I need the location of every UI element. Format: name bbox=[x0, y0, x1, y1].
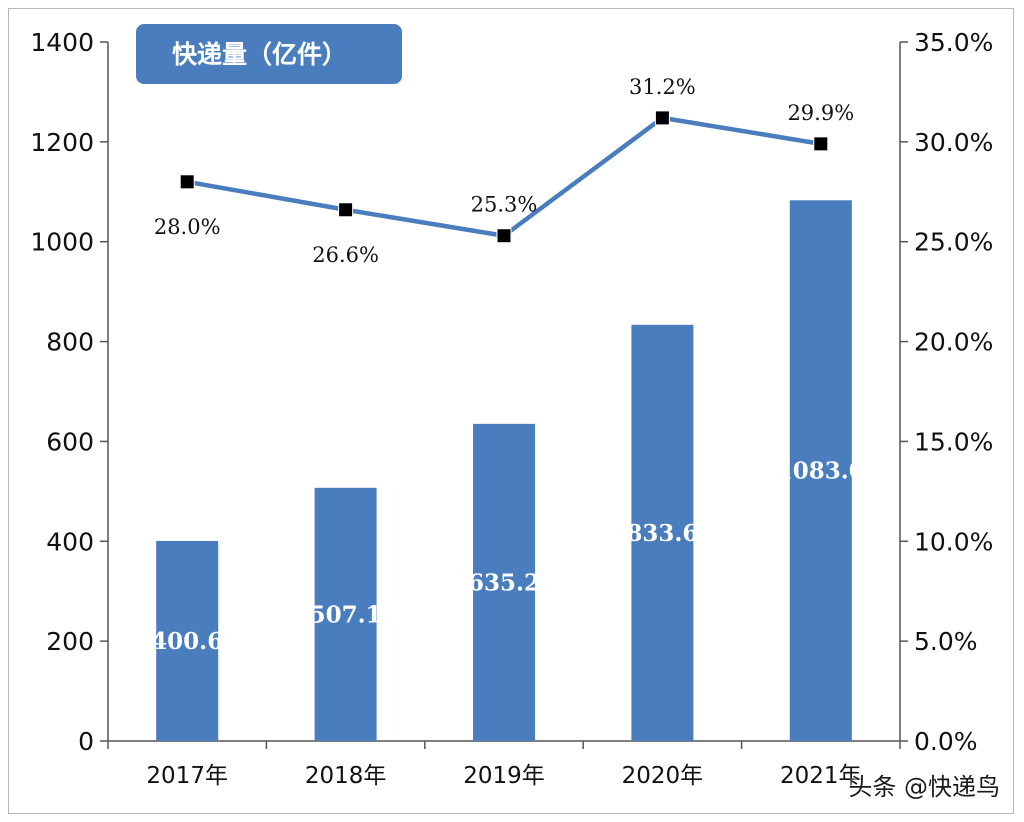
bar bbox=[631, 324, 694, 741]
x-tick-label: 2021年 bbox=[780, 763, 862, 789]
y-left-tick-label: 1000 bbox=[30, 228, 94, 257]
line-series bbox=[179, 110, 829, 244]
bar-value-label: 507.1 bbox=[310, 601, 382, 628]
x-tick-label: 2019年 bbox=[463, 763, 545, 789]
line-point bbox=[496, 228, 512, 244]
y-left-tick-label: 600 bbox=[46, 427, 94, 456]
line-point bbox=[338, 202, 354, 218]
line-value-label: 31.2% bbox=[629, 75, 696, 99]
y-left-tick-label: 400 bbox=[46, 527, 94, 556]
line-value-label: 29.9% bbox=[787, 101, 854, 125]
y-right-tick-label: 0.0% bbox=[914, 727, 978, 756]
y-left-tick-label: 1400 bbox=[30, 28, 94, 57]
legend-box bbox=[136, 24, 402, 84]
y-right-tick-label: 25.0% bbox=[914, 228, 993, 257]
y-right-tick-label: 35.0% bbox=[914, 28, 993, 57]
bar bbox=[314, 487, 377, 741]
watermark: 头条 @快递鸟 bbox=[848, 773, 1000, 801]
bar-value-label: 400.6 bbox=[151, 628, 223, 655]
y-left-tick-label: 0 bbox=[78, 727, 94, 756]
y-left-tick-label: 800 bbox=[46, 328, 94, 357]
bar-value-label: 1083.0 bbox=[777, 458, 865, 485]
y-left-tick-label: 1200 bbox=[30, 128, 94, 157]
bar-value-label: 635.2 bbox=[468, 569, 540, 596]
line-value-label: 26.6% bbox=[312, 243, 379, 267]
bar bbox=[473, 423, 535, 741]
series-line bbox=[186, 115, 822, 238]
line-point bbox=[179, 174, 195, 190]
bar-value-label: 833.6 bbox=[626, 520, 698, 547]
x-tick-label: 2018年 bbox=[305, 763, 387, 789]
axes: 0 200 400 600 800 1000 1200 1400 0.0% 5.0% 10.0% 15… bbox=[30, 28, 993, 789]
y-right-tick-label: 15.0% bbox=[914, 427, 993, 456]
y-right-tick-label: 20.0% bbox=[914, 328, 993, 357]
y-left-tick-label: 200 bbox=[46, 627, 94, 656]
x-tick-label: 2017年 bbox=[146, 763, 228, 789]
legend-label: 快递量（亿件） bbox=[172, 40, 347, 69]
bar bbox=[789, 200, 852, 742]
data-labels: 400.6 507.1 635.2 833.6 1083.0 28.0% 26.6% 25.3… bbox=[151, 75, 865, 655]
bar bbox=[156, 540, 219, 741]
y-right-tick-label: 30.0% bbox=[914, 128, 993, 157]
line-value-label: 25.3% bbox=[471, 193, 538, 217]
legend: 快递量（亿件） bbox=[136, 24, 402, 84]
line-value-label: 28.0% bbox=[154, 215, 221, 239]
y-right-tick-label: 5.0% bbox=[914, 627, 978, 656]
x-tick-label: 2020年 bbox=[622, 763, 704, 789]
y-right-tick-label: 10.0% bbox=[914, 527, 993, 556]
bar-series bbox=[156, 200, 852, 742]
line-point bbox=[813, 136, 829, 152]
line-point bbox=[654, 110, 670, 126]
